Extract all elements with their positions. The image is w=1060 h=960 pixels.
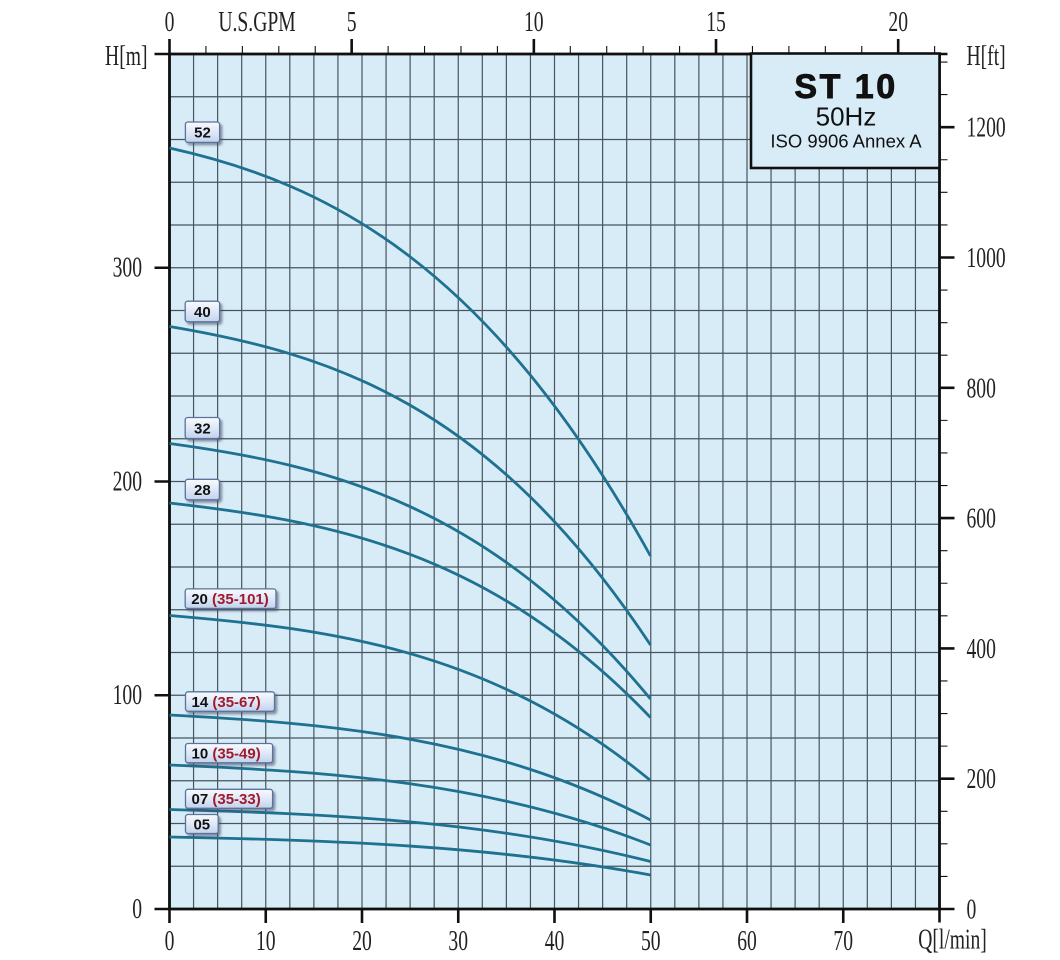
svg-text:200: 200 xyxy=(967,764,996,795)
svg-text:800: 800 xyxy=(967,373,996,404)
svg-text:60: 60 xyxy=(737,926,757,957)
svg-text:70: 70 xyxy=(833,926,853,957)
svg-text:32: 32 xyxy=(194,420,211,437)
svg-text:50: 50 xyxy=(641,926,661,957)
svg-text:07 (35-33): 07 (35-33) xyxy=(192,791,261,808)
svg-text:20: 20 xyxy=(888,7,908,38)
svg-text:H[ft]: H[ft] xyxy=(967,41,1006,72)
svg-text:0: 0 xyxy=(165,7,175,38)
svg-text:Q[l/min]: Q[l/min] xyxy=(918,924,987,955)
svg-text:1200: 1200 xyxy=(967,112,1006,143)
svg-text:1000: 1000 xyxy=(967,243,1006,274)
svg-text:H[m]: H[m] xyxy=(105,41,147,72)
svg-text:U.S.GPM: U.S.GPM xyxy=(218,7,295,38)
svg-text:200: 200 xyxy=(113,466,142,497)
svg-text:50Hz: 50Hz xyxy=(816,102,877,132)
svg-text:0: 0 xyxy=(967,894,977,925)
svg-text:15: 15 xyxy=(706,7,726,38)
svg-text:40: 40 xyxy=(545,926,565,957)
svg-text:0: 0 xyxy=(165,926,175,957)
svg-text:20 (35-101): 20 (35-101) xyxy=(191,591,269,608)
svg-text:28: 28 xyxy=(194,482,211,499)
svg-text:300: 300 xyxy=(113,252,142,283)
svg-text:10: 10 xyxy=(256,926,276,957)
svg-text:10: 10 xyxy=(524,7,544,38)
svg-text:600: 600 xyxy=(967,503,996,534)
svg-text:40: 40 xyxy=(194,304,211,321)
svg-text:30: 30 xyxy=(448,926,468,957)
svg-text:14 (35-67): 14 (35-67) xyxy=(192,694,261,711)
svg-text:20: 20 xyxy=(352,926,372,957)
svg-text:10 (35-49): 10 (35-49) xyxy=(192,746,261,763)
svg-text:52: 52 xyxy=(194,125,211,142)
svg-text:400: 400 xyxy=(967,634,996,665)
svg-text:ST 10: ST 10 xyxy=(794,68,897,106)
svg-text:100: 100 xyxy=(113,680,142,711)
svg-text:ISO 9906 Annex A: ISO 9906 Annex A xyxy=(770,131,922,152)
svg-text:05: 05 xyxy=(193,816,210,833)
svg-text:0: 0 xyxy=(132,893,142,924)
svg-text:5: 5 xyxy=(347,7,357,38)
